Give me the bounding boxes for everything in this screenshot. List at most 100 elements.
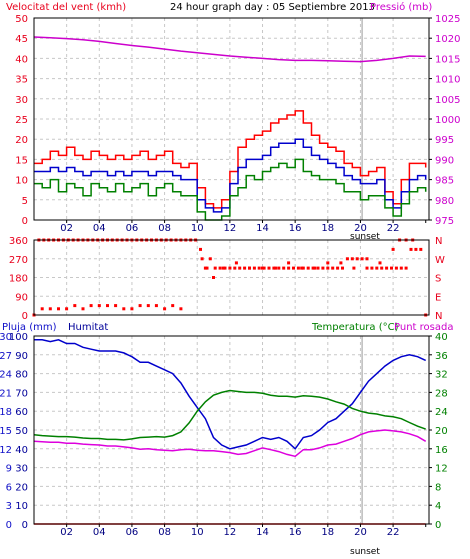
direction-point [146, 304, 150, 308]
direction-point [331, 266, 335, 270]
direction-point [409, 247, 413, 251]
humidity-axis-tick-label: 90 [15, 351, 28, 362]
direction-point [404, 266, 408, 270]
temperature-axis-tick-label: 36 [435, 351, 448, 362]
direction-point [262, 266, 266, 270]
direction-point [287, 261, 291, 265]
direction-point [154, 304, 158, 308]
direction-point [419, 247, 423, 251]
direction-point [339, 261, 343, 265]
direction-point [221, 266, 225, 270]
climate-x-tick-label: 18 [321, 527, 334, 538]
humidity-axis-tick-label: 70 [15, 388, 28, 399]
climate-x-tick-label: 12 [224, 527, 237, 538]
compass-tick-label: N [435, 236, 442, 247]
wind-x-tick-label: 02 [60, 223, 73, 234]
direction-point [316, 266, 320, 270]
direction-point [345, 257, 349, 261]
wind-axis-tick-label: 40 [15, 54, 28, 65]
temperature-axis-tick-label: 0 [435, 520, 441, 531]
direction-point [234, 261, 238, 265]
wind-axis-tick-label: 0 [22, 216, 28, 227]
direction-point [272, 266, 276, 270]
humidity-axis-tick-label: 30 [15, 464, 28, 475]
pressure-axis-title: Pressió (mb) [370, 1, 432, 13]
wind-x-tick-label: 22 [387, 223, 400, 234]
dewpoint-axis-title: Punt rosada [394, 322, 453, 333]
wind-axis-tick-label: 35 [15, 75, 28, 86]
direction-point [233, 266, 237, 270]
direction-point [274, 266, 278, 270]
direction-point [212, 276, 215, 279]
average-wind-series-line [34, 138, 427, 213]
graph-title: 24 hour graph day : 05 Septiembre 2013 [170, 2, 375, 13]
direction-point [350, 257, 354, 261]
direction-point [300, 266, 304, 270]
temperature-axis-tick-label: 8 [435, 482, 441, 493]
temperature-axis-tick-label: 40 [435, 332, 448, 343]
temperature-axis-tick-label: 32 [435, 370, 448, 381]
direction-plot-frame [33, 239, 430, 316]
wind-plot-frame [33, 17, 430, 221]
compass-tick-label: S [435, 274, 441, 285]
direction-point [385, 266, 389, 270]
climate-x-tick-label: 16 [289, 527, 302, 538]
direction-point [282, 266, 286, 270]
direction-point [57, 307, 60, 311]
direction-point [122, 307, 126, 311]
direction-axis-tick-label: 270 [9, 255, 28, 266]
direction-point [243, 266, 247, 270]
rain-axis-tick-label: 9 [6, 464, 12, 475]
climate-x-tick-label: 14 [256, 527, 269, 538]
direction-point [313, 266, 317, 270]
temperature-axis-tick-label: 4 [435, 501, 441, 512]
direction-point [138, 304, 142, 308]
direction-point [89, 304, 93, 308]
humidity-axis-tick-label: 50 [15, 426, 28, 437]
pressure-axis-tick-label: 995 [435, 135, 454, 146]
direction-point [248, 266, 251, 270]
temperature-axis-tick-label: 16 [435, 445, 448, 456]
direction-point [341, 266, 344, 270]
direction-point [365, 266, 369, 270]
direction-point [277, 266, 281, 270]
humidity-axis-tick-label: 0 [22, 520, 28, 531]
pressure-axis-tick-label: 1020 [435, 34, 460, 45]
pressure-axis-tick-label: 1000 [435, 115, 460, 126]
rain-axis-tick-label: 0 [6, 520, 12, 531]
climate-x-tick-label: 22 [387, 527, 400, 538]
humidity-axis-tick-label: 60 [15, 407, 28, 418]
direction-point [287, 266, 291, 270]
direction-point [267, 266, 271, 270]
direction-point [360, 257, 364, 261]
rain-axis-tick-label: 27 [0, 351, 12, 362]
direction-axis-tick-label: 90 [15, 292, 28, 303]
direction-point [355, 257, 359, 261]
climate-x-tick-label: 08 [158, 527, 171, 538]
pressure-axis-tick-label: 975 [435, 216, 454, 227]
direction-axis-tick-label: 360 [9, 236, 28, 247]
direction-point [114, 304, 118, 308]
wind-x-tick-label: 10 [191, 223, 204, 234]
direction-point [199, 247, 202, 251]
humidity-axis-tick-label: 10 [15, 501, 28, 512]
wind-axis-tick-label: 5 [22, 196, 28, 207]
wind-axis-tick-label: 20 [15, 135, 28, 146]
direction-point [200, 257, 204, 261]
direction-point [228, 266, 232, 270]
direction-point [311, 266, 315, 270]
temperature-axis-tick-label: 20 [435, 426, 448, 437]
wind-x-tick-label: 14 [256, 223, 269, 234]
wind-x-tick-label: 12 [224, 223, 237, 234]
direction-point [238, 266, 242, 270]
direction-point [106, 304, 109, 308]
direction-point [399, 266, 403, 270]
rain-axis-tick-label: 18 [0, 407, 12, 418]
climate-x-tick-label: 04 [93, 527, 106, 538]
direction-point [414, 247, 418, 251]
wind-series-line [34, 158, 427, 221]
humidity-axis-tick-label: 20 [15, 482, 28, 493]
direction-point [336, 266, 340, 270]
direction-point [378, 261, 382, 265]
